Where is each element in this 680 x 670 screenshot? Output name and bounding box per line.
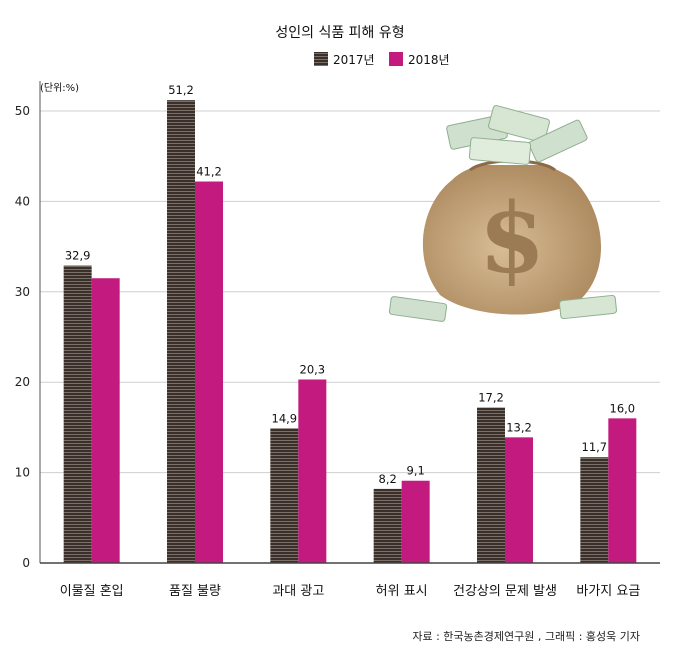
value-label: 11,7 bbox=[582, 440, 608, 454]
value-label: 32,9 bbox=[65, 249, 91, 263]
cash-bundle bbox=[388, 296, 448, 322]
value-label: 14,9 bbox=[272, 411, 298, 425]
legend: 2017년 2018년 bbox=[314, 52, 450, 67]
bar-2017 bbox=[580, 457, 609, 563]
chart-title: 성인의 식품 피해 유형 bbox=[275, 25, 404, 41]
category-label: 허위 표시 bbox=[376, 584, 428, 599]
legend-swatch-2018 bbox=[389, 52, 403, 66]
value-label: 8,2 bbox=[379, 472, 397, 486]
cash-bundle bbox=[488, 105, 550, 143]
bar-2018 bbox=[401, 480, 430, 563]
y-tick-label: 30 bbox=[15, 285, 30, 299]
y-tick-label: 50 bbox=[15, 104, 30, 118]
bar-2018 bbox=[195, 181, 223, 563]
dollar-sign-icon: $ bbox=[479, 182, 546, 295]
bar-2017 bbox=[63, 265, 92, 563]
bar-2018 bbox=[298, 379, 327, 563]
category-label: 품질 불량 bbox=[169, 584, 221, 599]
legend-label-2018: 2018년 bbox=[408, 53, 450, 67]
value-label: 41,2 bbox=[196, 165, 222, 179]
legend-label-2017: 2017년 bbox=[333, 53, 375, 67]
y-tick-label: 20 bbox=[15, 375, 30, 389]
y-tick-label: 0 bbox=[22, 556, 30, 570]
y-tick-label: 10 bbox=[15, 466, 30, 480]
category-label: 이물질 혼입 bbox=[60, 584, 124, 599]
category-label: 건강상의 문제 발생 bbox=[453, 584, 557, 599]
legend-swatch-2017 bbox=[314, 52, 328, 66]
category-label: 바가지 요금 bbox=[576, 584, 640, 599]
value-label: 17,2 bbox=[478, 391, 504, 405]
cash-bundle bbox=[528, 119, 588, 163]
value-label: 20,3 bbox=[300, 362, 326, 376]
bars bbox=[63, 100, 637, 563]
value-label: 9,1 bbox=[407, 464, 425, 478]
cash-bundle bbox=[468, 137, 532, 165]
money-bag-icon: $ bbox=[388, 105, 617, 322]
value-label: 16,0 bbox=[610, 401, 636, 415]
bar-2017 bbox=[270, 428, 299, 563]
source-note: 자료 : 한국농촌경제연구원 , 그래픽 : 홍성욱 기자 bbox=[412, 629, 640, 643]
value-label: 51,2 bbox=[168, 83, 194, 97]
bar-2017 bbox=[373, 488, 402, 563]
legend-item-2018: 2018년 bbox=[389, 52, 450, 67]
y-tick-label: 40 bbox=[15, 194, 30, 208]
bar-2017 bbox=[477, 407, 505, 563]
bar-2018 bbox=[505, 437, 533, 563]
unit-label: (단위:%) bbox=[40, 81, 79, 94]
category-label: 과대 광고 bbox=[272, 584, 324, 599]
bar-2018 bbox=[608, 418, 637, 563]
legend-item-2017: 2017년 bbox=[314, 52, 375, 67]
value-label: 13,2 bbox=[506, 420, 532, 434]
bar-2018 bbox=[91, 278, 120, 563]
bag-body bbox=[422, 165, 602, 315]
bar-2017 bbox=[167, 100, 195, 563]
category-labels: 이물질 혼입 품질 불량 과대 광고 허위 표시 건강상의 문제 발생 바가지 요금 bbox=[60, 584, 641, 599]
value-labels: 32,9 51,2 41,2 14,9 20,3 8,2 9,1 17,2 13,2 11,7 16… bbox=[65, 83, 635, 486]
cash-bundles bbox=[388, 105, 617, 322]
y-axis: 0 10 20 30 40 50 bbox=[15, 81, 41, 570]
cash-bundle bbox=[559, 294, 617, 320]
